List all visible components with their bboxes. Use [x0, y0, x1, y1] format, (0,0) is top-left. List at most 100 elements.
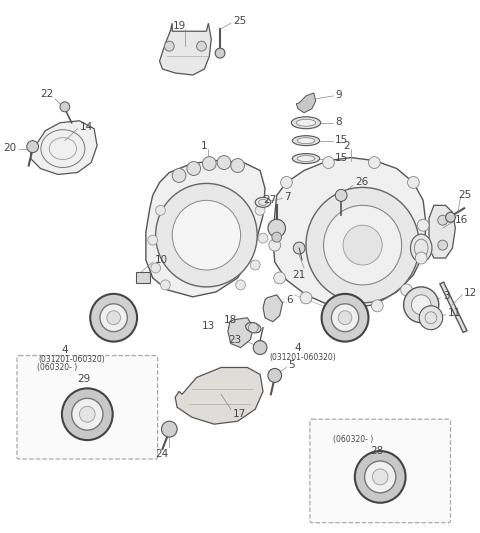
Text: 4: 4: [62, 344, 69, 354]
Ellipse shape: [246, 322, 261, 333]
Circle shape: [90, 294, 137, 342]
Circle shape: [372, 469, 388, 485]
Ellipse shape: [296, 119, 316, 126]
Text: 25: 25: [233, 17, 246, 26]
Text: 15: 15: [336, 152, 348, 163]
Circle shape: [268, 219, 286, 237]
Circle shape: [331, 304, 359, 332]
Text: 25: 25: [458, 190, 471, 200]
Circle shape: [107, 311, 120, 325]
Text: 20: 20: [3, 143, 16, 152]
Circle shape: [417, 219, 429, 231]
Circle shape: [445, 212, 456, 222]
Text: 29: 29: [78, 374, 91, 384]
Circle shape: [156, 205, 166, 215]
Text: 26: 26: [355, 177, 368, 188]
Circle shape: [217, 156, 231, 169]
Circle shape: [372, 300, 383, 312]
Circle shape: [215, 48, 225, 58]
Text: 14: 14: [80, 122, 93, 132]
Text: 10: 10: [155, 255, 168, 265]
Polygon shape: [31, 121, 97, 174]
Text: (060320- ): (060320- ): [333, 434, 373, 443]
Ellipse shape: [291, 117, 321, 129]
Circle shape: [156, 183, 257, 287]
Text: 22: 22: [40, 89, 54, 99]
Ellipse shape: [292, 136, 320, 146]
Text: 28: 28: [371, 446, 384, 456]
Circle shape: [411, 295, 431, 315]
Circle shape: [258, 233, 268, 243]
Circle shape: [401, 284, 412, 296]
Circle shape: [160, 280, 170, 290]
Circle shape: [272, 232, 282, 242]
Polygon shape: [159, 23, 211, 75]
FancyBboxPatch shape: [17, 356, 157, 459]
Text: (031201-060320): (031201-060320): [38, 355, 105, 364]
Text: 1: 1: [201, 141, 208, 151]
Circle shape: [306, 188, 419, 303]
Circle shape: [172, 168, 186, 182]
Circle shape: [268, 368, 282, 382]
Circle shape: [100, 304, 127, 332]
Text: 11: 11: [447, 308, 461, 318]
Circle shape: [203, 157, 216, 171]
Circle shape: [438, 215, 447, 225]
Circle shape: [408, 176, 419, 188]
Text: 4: 4: [294, 343, 301, 352]
Circle shape: [231, 158, 244, 173]
Text: 8: 8: [336, 117, 342, 127]
Bar: [136, 272, 150, 283]
Circle shape: [236, 280, 245, 290]
Circle shape: [172, 200, 240, 270]
Text: 9: 9: [336, 90, 342, 100]
Circle shape: [80, 406, 95, 422]
Circle shape: [255, 205, 265, 215]
Text: 24: 24: [156, 449, 169, 459]
Text: 2: 2: [344, 141, 350, 151]
Circle shape: [148, 235, 157, 245]
Text: (060320- ): (060320- ): [36, 363, 77, 372]
Polygon shape: [273, 158, 426, 308]
Text: 21: 21: [292, 270, 306, 280]
Circle shape: [324, 205, 402, 285]
Circle shape: [60, 102, 70, 112]
Circle shape: [161, 421, 177, 437]
Circle shape: [322, 294, 369, 342]
Circle shape: [438, 240, 447, 250]
Circle shape: [337, 302, 349, 314]
Circle shape: [293, 242, 305, 254]
Polygon shape: [175, 367, 263, 424]
Polygon shape: [429, 205, 456, 258]
Ellipse shape: [297, 156, 315, 161]
Ellipse shape: [255, 197, 271, 207]
Circle shape: [415, 252, 427, 264]
Circle shape: [62, 389, 113, 440]
Circle shape: [323, 157, 334, 168]
Polygon shape: [228, 318, 253, 348]
Circle shape: [165, 41, 174, 51]
Text: (031201-060320): (031201-060320): [270, 353, 336, 362]
Circle shape: [365, 461, 396, 493]
Polygon shape: [296, 93, 316, 113]
Circle shape: [187, 161, 201, 175]
Text: 23: 23: [228, 335, 241, 345]
Text: 19: 19: [172, 21, 186, 31]
Circle shape: [281, 176, 292, 188]
Circle shape: [72, 398, 103, 430]
Polygon shape: [146, 160, 265, 297]
Circle shape: [300, 292, 312, 304]
Circle shape: [419, 306, 443, 330]
Circle shape: [151, 263, 160, 273]
Circle shape: [274, 272, 286, 284]
Circle shape: [338, 311, 352, 325]
Circle shape: [369, 157, 380, 168]
Text: 7: 7: [285, 192, 291, 203]
Circle shape: [269, 239, 281, 251]
Circle shape: [336, 189, 347, 201]
Ellipse shape: [292, 154, 320, 164]
Text: 27: 27: [263, 196, 276, 205]
Text: 12: 12: [464, 288, 478, 298]
Circle shape: [27, 141, 38, 152]
Text: 15: 15: [336, 135, 348, 144]
